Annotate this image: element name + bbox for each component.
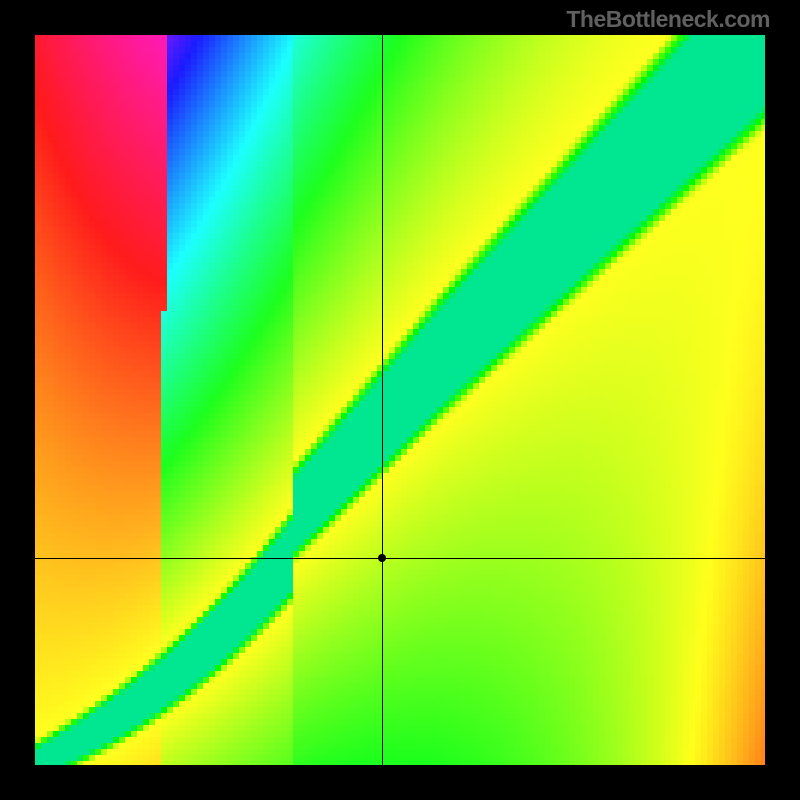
marker-dot <box>378 554 386 562</box>
chart-frame: TheBottleneck.com <box>0 0 800 800</box>
chart-area <box>35 35 765 765</box>
crosshair-vertical <box>382 35 383 765</box>
watermark-text: TheBottleneck.com <box>566 6 770 33</box>
heatmap-canvas <box>35 35 765 765</box>
crosshair-horizontal <box>35 558 765 559</box>
